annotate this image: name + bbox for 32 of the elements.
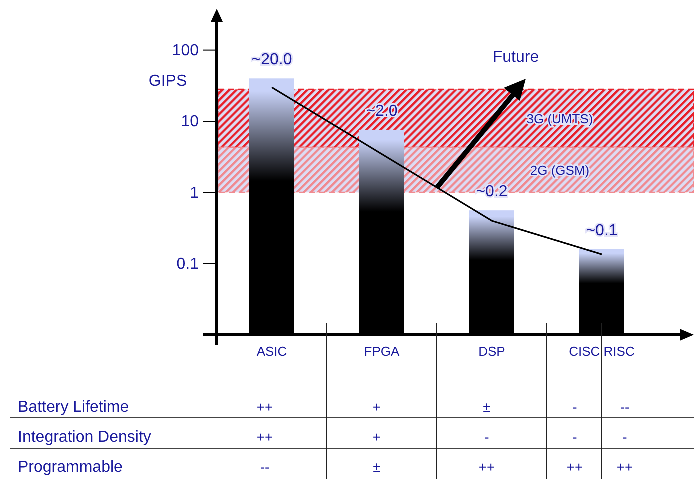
- text: ++: [256, 429, 274, 445]
- category-label: Battery Lifetime: [18, 399, 130, 416]
- annotation: ~0.1: [586, 222, 618, 240]
- text: ++: [256, 399, 274, 415]
- y-tick-label: 0.1: [176, 256, 200, 273]
- y-tick-label: 10: [181, 114, 200, 131]
- y-tick-label: 100: [172, 42, 200, 60]
- text: -: [622, 429, 628, 445]
- text: +: [372, 399, 382, 415]
- text: ±: [483, 399, 491, 415]
- y-axis-title: GIPS: [148, 73, 188, 90]
- text: ++: [478, 459, 496, 475]
- band-label: 2G (GSM): [530, 163, 590, 178]
- text: --: [620, 399, 630, 415]
- text: --: [260, 459, 270, 475]
- x-tick-label: CISC RISC: [569, 344, 635, 359]
- text: -: [572, 399, 578, 415]
- x-tick-label: ASIC: [256, 344, 288, 359]
- text: -: [484, 429, 490, 445]
- text: ++: [566, 459, 584, 475]
- text: ±: [373, 459, 381, 475]
- x-tick-label: FPGA: [364, 344, 400, 359]
- annotation: ~20.0: [252, 52, 292, 69]
- annotation: ~0.2: [476, 184, 508, 201]
- x-tick-label: DSP: [478, 344, 506, 359]
- category-label: Integration Density: [18, 429, 152, 446]
- text: +: [372, 429, 382, 445]
- category-label: Programmable: [18, 459, 123, 476]
- y-tick-label: 1: [190, 184, 200, 202]
- annotation: Future: [492, 49, 540, 66]
- text: ++: [616, 459, 634, 475]
- text: -: [572, 429, 578, 445]
